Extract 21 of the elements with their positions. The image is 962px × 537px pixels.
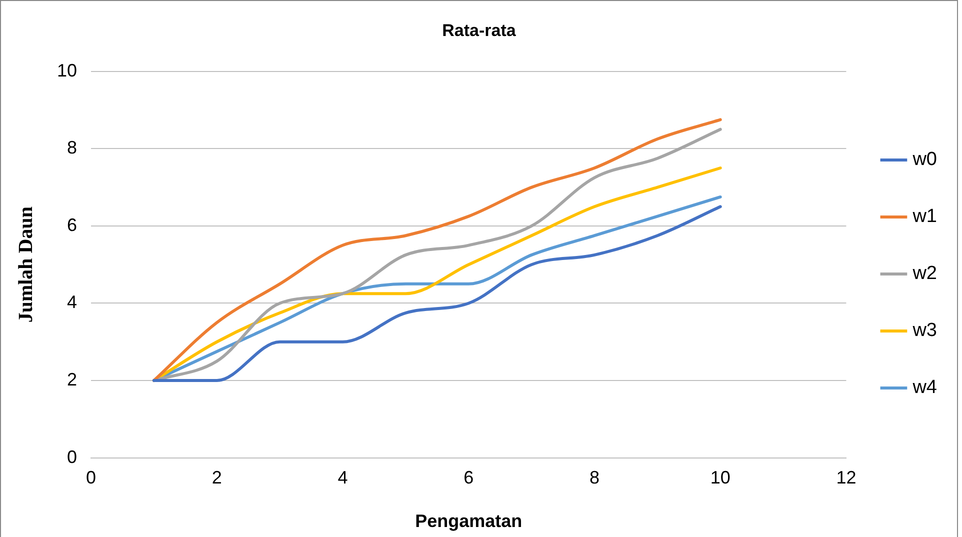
y-tick-label: 0 [67, 446, 78, 467]
legend-label: w3 [912, 320, 938, 342]
x-tick-label: 2 [212, 468, 222, 488]
x-axis-title: Pengamatan [415, 511, 522, 532]
x-tick-label: 10 [710, 468, 730, 488]
x-tick-label: 0 [86, 468, 96, 488]
y-tick-label: 10 [56, 60, 78, 80]
legend-label: w2 [912, 263, 938, 284]
y-tick-label: 4 [67, 292, 78, 312]
legend-label: w0 [912, 149, 938, 170]
y-tick-label: 6 [67, 214, 78, 235]
y-axis-title: Jumlah Daun [15, 206, 38, 323]
y-tick-label: 8 [67, 138, 78, 158]
legend-label: w4 [912, 377, 938, 398]
x-tick-label: 12 [836, 468, 856, 488]
x-tick-label: 8 [589, 468, 600, 488]
legend-label: w1 [912, 206, 938, 228]
x-tick-label: 6 [464, 468, 474, 488]
chart-title: Rata-rata [442, 20, 516, 40]
y-tick-label: 2 [67, 369, 78, 390]
x-tick-label: 4 [338, 468, 348, 488]
